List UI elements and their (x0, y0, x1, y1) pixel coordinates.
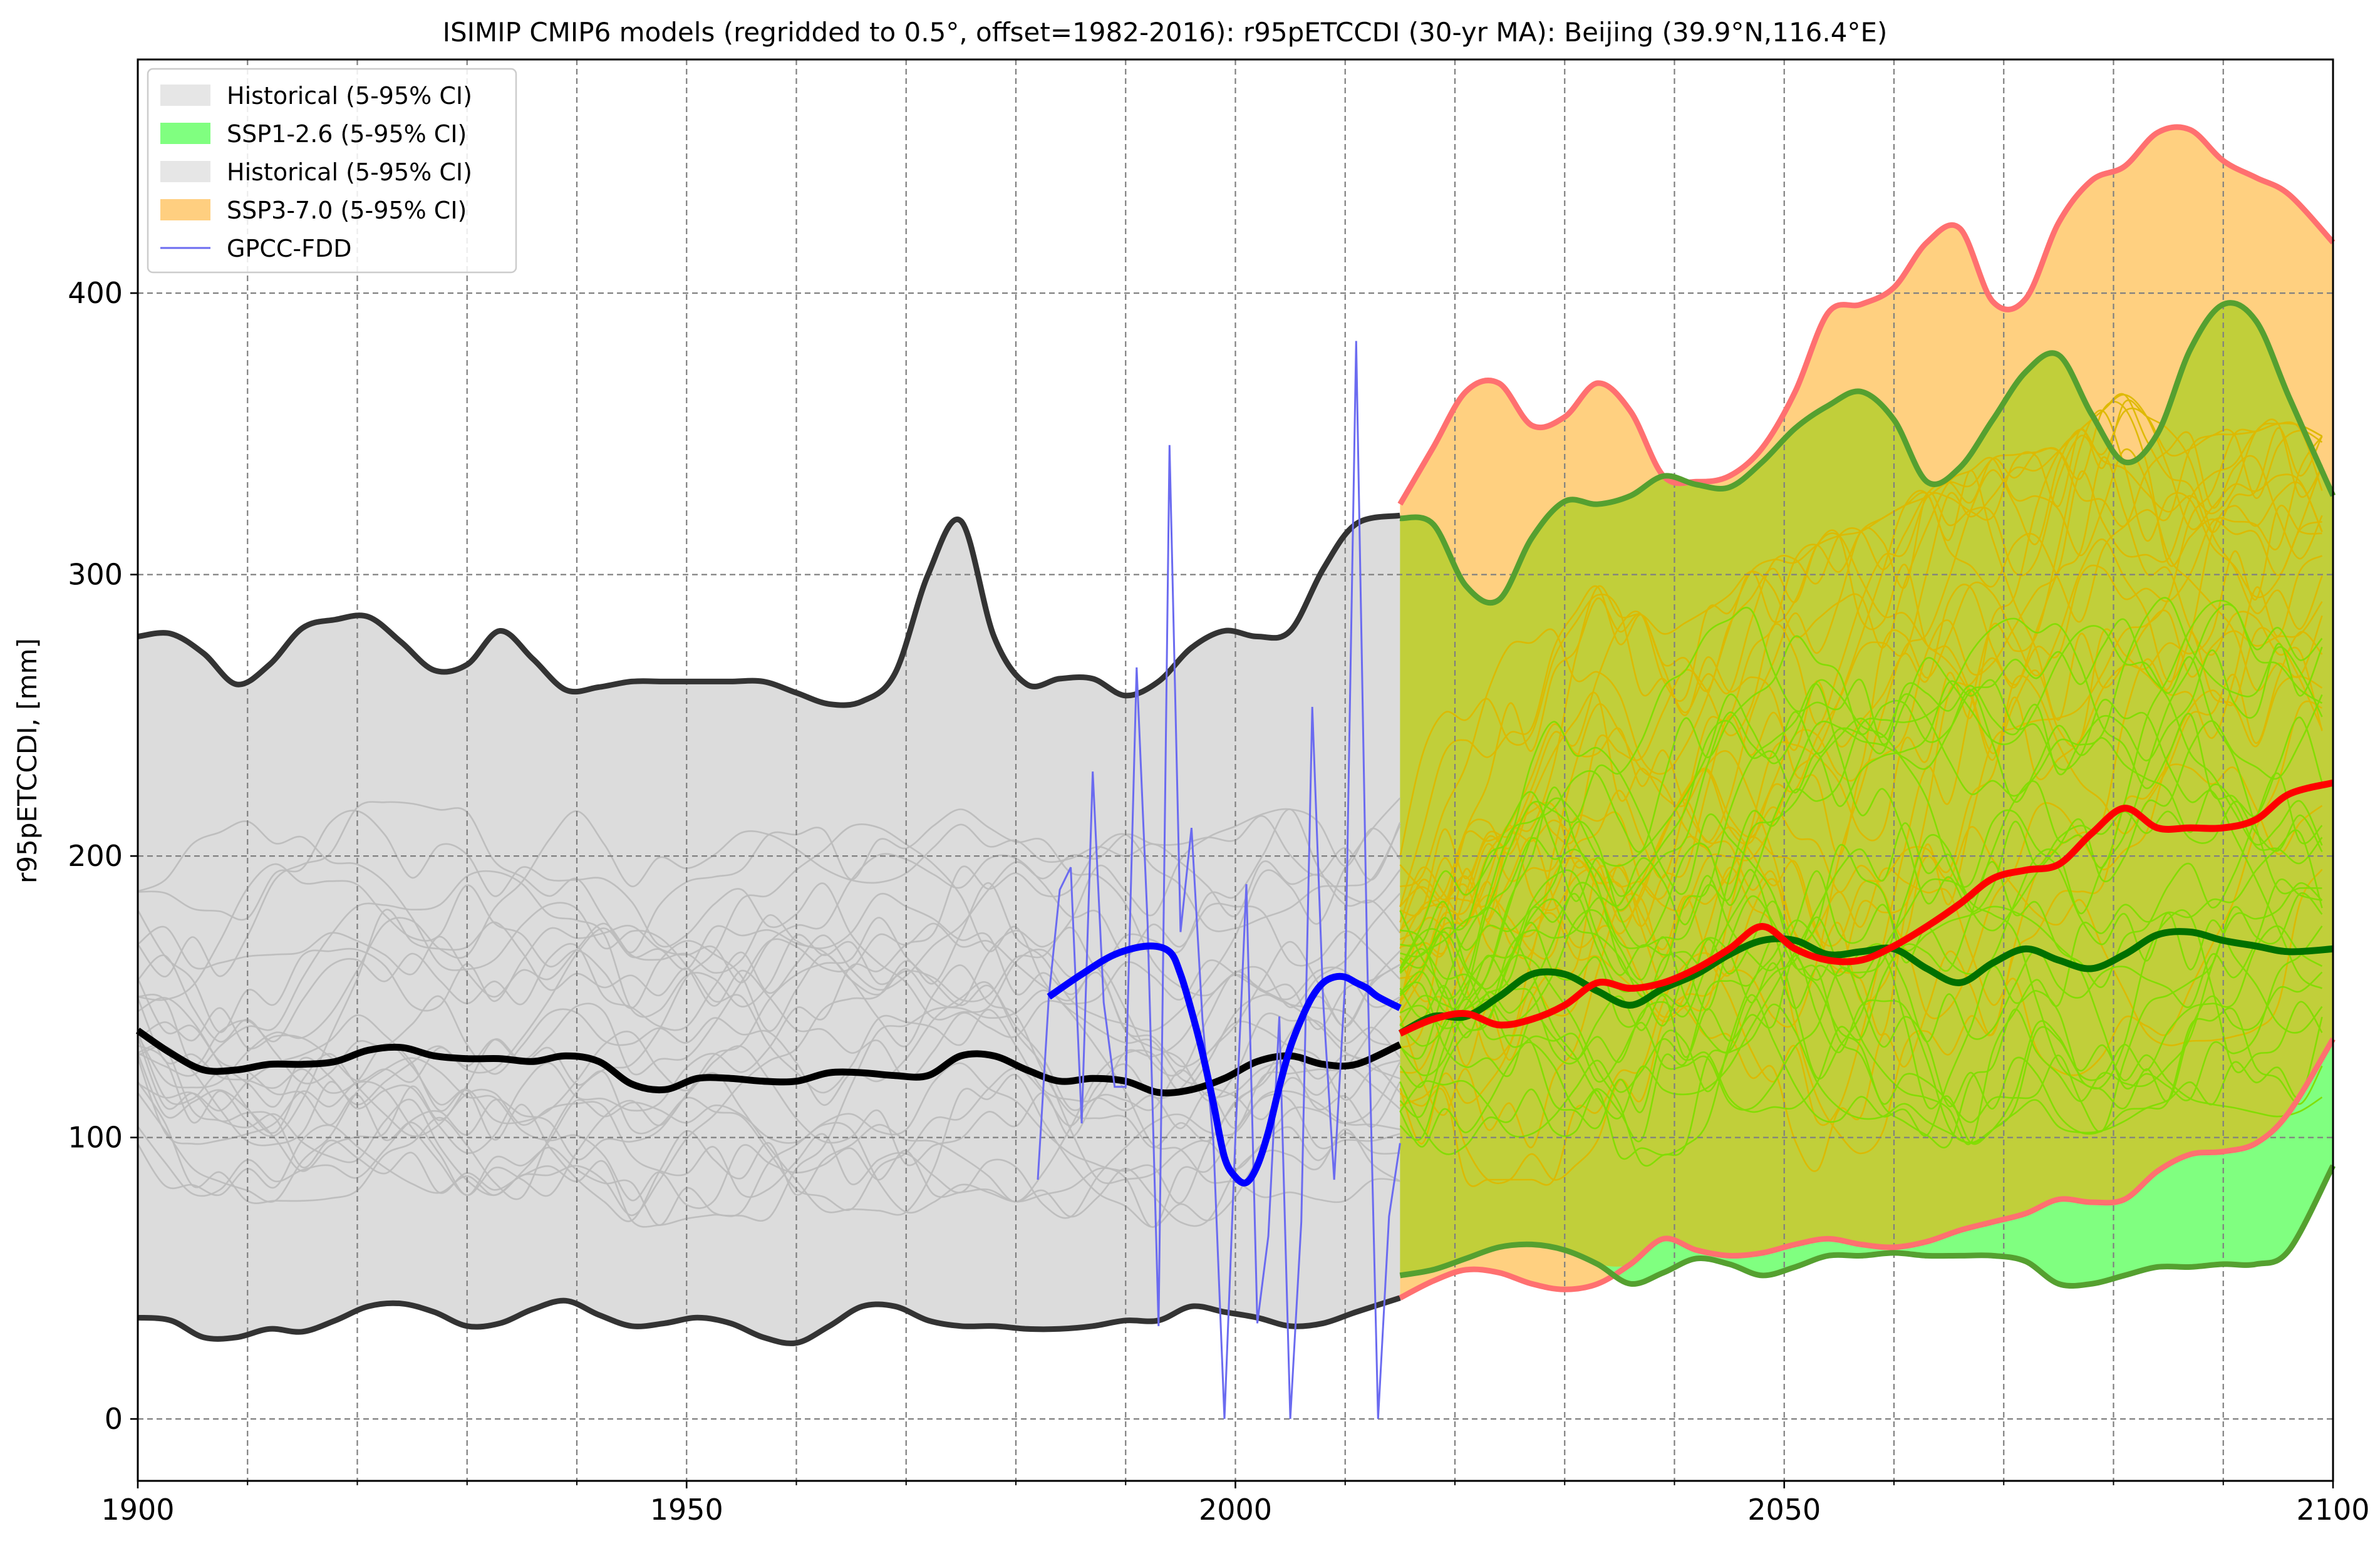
legend-swatch (160, 123, 210, 144)
member-line-ssp370 (1399, 532, 2323, 888)
member-line-ssp370 (1399, 481, 2323, 940)
member-line-ssp126 (1399, 597, 2323, 1039)
member-line-historical (137, 815, 1401, 1066)
band-edge-ssp370-lower (1399, 1037, 2336, 1301)
series-gpcc-fdd (1037, 341, 1401, 1420)
member-line-ssp126 (1399, 882, 2323, 1149)
member-line-historical (137, 853, 1401, 1033)
member-line-historical (137, 801, 1401, 1093)
x-tick-label: 2050 (1747, 1493, 1821, 1527)
member-line-ssp370 (1399, 418, 2323, 1049)
member-line-historical (137, 1062, 1400, 1228)
member-line-ssp126 (1399, 599, 2323, 1138)
member-line-ssp126 (1399, 607, 2322, 974)
legend-swatch (160, 199, 210, 220)
member-line-ssp370 (1400, 470, 2323, 917)
member-line-ssp370 (1399, 703, 2323, 1046)
legend-label: SSP3-7.0 (5-95% CI) (227, 197, 467, 224)
member-line-ssp370 (1400, 448, 2323, 958)
member-line-historical (137, 997, 1400, 1219)
member-line-ssp370 (1399, 627, 2323, 1187)
legend-label: SSP1-2.6 (5-95% CI) (227, 120, 467, 148)
member-line-ssp370 (1399, 399, 2323, 1001)
member-line-historical (137, 1072, 1401, 1228)
member-line-ssp126 (1399, 857, 2323, 1101)
x-tick-label: 2000 (1199, 1493, 1272, 1527)
member-line-ssp370 (1399, 505, 2322, 1148)
member-line-ssp126 (1399, 683, 2323, 1015)
member-line-historical (137, 810, 1401, 1089)
band-edge-ssp126-upper (1399, 300, 2336, 606)
legend-item: SSP1-2.6 (5-95% CI) (160, 120, 467, 148)
member-line-ssp370 (1399, 431, 2323, 937)
series-historical-median (135, 1028, 1402, 1096)
member-line-historical (137, 917, 1401, 1197)
layer-ticks: 1900 1950 2000 2050 2100 0 100 200 300 400 (68, 276, 2369, 1527)
layer-grid (138, 59, 2333, 1481)
y-tick-label: 400 (68, 276, 123, 310)
y-tick-label: 0 (105, 1402, 123, 1436)
member-line-ssp126 (1399, 952, 2323, 1148)
member-line-ssp370 (1399, 456, 2323, 1036)
layer-series (135, 341, 2334, 1420)
member-line-ssp126 (1400, 772, 2323, 1143)
legend-item: SSP3-7.0 (5-95% CI) (160, 197, 467, 224)
member-line-historical (137, 820, 1400, 1080)
series-ssp370-median (1399, 779, 2334, 1037)
member-line-ssp126 (1400, 721, 2323, 1133)
layer-edges (137, 124, 2336, 1346)
member-line-ssp370 (1399, 401, 2322, 857)
series-gpcc-fdd-moving-average (1047, 942, 1402, 1187)
x-tick-label: 1950 (650, 1493, 723, 1527)
y-tick-label: 200 (68, 839, 123, 873)
legend-label: GPCC-FDD (227, 235, 352, 262)
member-line-ssp370 (1399, 529, 2323, 907)
member-line-ssp126 (1399, 617, 2323, 990)
band-edge-historical-lower (137, 1295, 1401, 1346)
member-line-ssp126 (1399, 604, 2323, 1120)
member-line-ssp126 (1399, 965, 2323, 1137)
legend-item: GPCC-FDD (160, 235, 352, 262)
legend-item: Historical (5-95% CI) (160, 158, 472, 186)
y-tick-label: 300 (68, 558, 123, 592)
band-edge-ssp126-lower (1399, 1164, 2336, 1289)
legend-swatch (160, 161, 210, 182)
x-tick-label: 1900 (101, 1493, 174, 1527)
y-axis-label: r95pETCCDI, [mm] (12, 638, 43, 884)
member-line-ssp126 (1399, 925, 2323, 1144)
member-line-historical (137, 892, 1401, 1137)
member-line-ssp126 (1399, 618, 2323, 1000)
legend: Historical (5-95% CI) SSP1-2.6 (5-95% CI)… (147, 68, 517, 274)
legend-swatch (160, 85, 210, 106)
member-line-historical (137, 950, 1401, 1214)
legend-label: Historical (5-95% CI) (227, 158, 472, 186)
member-line-historical (137, 997, 1401, 1167)
chart-title: ISIMIP CMIP6 models (regridded to 0.5°, … (443, 17, 1888, 48)
member-line-historical (137, 823, 1400, 1204)
member-line-historical (137, 808, 1401, 1077)
member-line-ssp126 (1399, 898, 2323, 1135)
member-line-ssp126 (1399, 679, 2323, 989)
band-edge-ssp370-upper (1397, 124, 2336, 506)
legend-box (147, 68, 517, 274)
y-tick-label: 100 (68, 1121, 123, 1155)
member-line-ssp370 (1399, 435, 2323, 1145)
member-line-ssp370 (1399, 394, 2323, 1023)
legend-item: Historical (5-95% CI) (160, 82, 472, 110)
member-line-ssp126 (1399, 642, 2323, 1088)
x-tick-label: 2100 (2296, 1493, 2369, 1527)
member-line-ssp126 (1399, 679, 2323, 1090)
member-line-ssp370 (1399, 421, 2323, 1185)
member-line-historical (137, 978, 1401, 1226)
series-ssp126-median (1398, 928, 2334, 1037)
legend-label: Historical (5-95% CI) (227, 82, 472, 110)
band-edge-historical-upper (137, 512, 1401, 708)
